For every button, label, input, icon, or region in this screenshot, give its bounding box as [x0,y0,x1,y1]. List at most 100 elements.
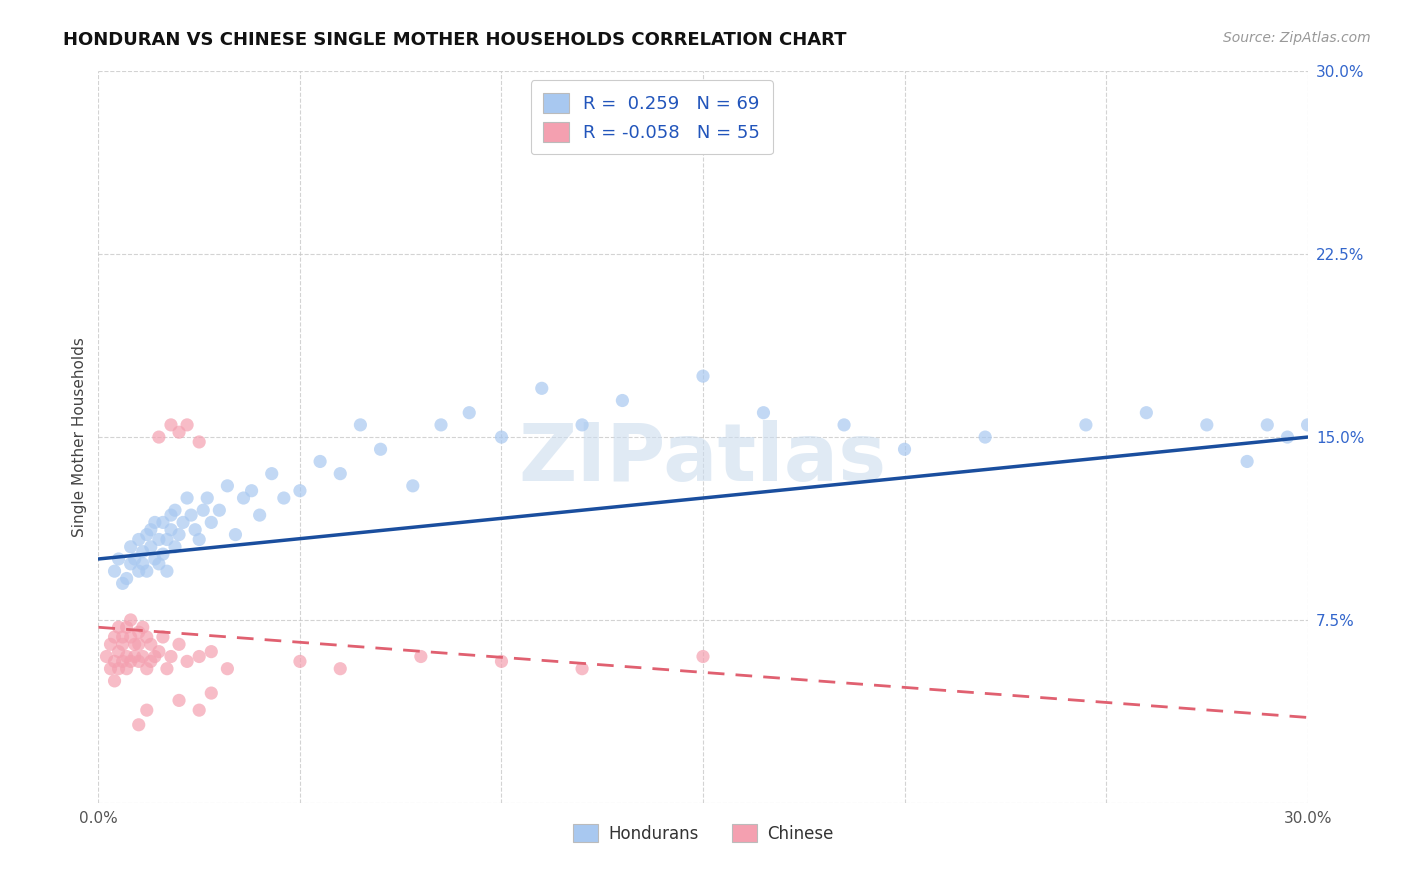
Point [176,654,198,668]
Point [132,544,155,558]
Point [288,483,311,498]
Point [148,557,170,571]
Point [224,527,246,541]
Point [163,503,186,517]
Point [188,703,211,717]
Point [128,625,150,640]
Point [115,649,138,664]
Point [631,88,654,103]
Point [160,417,183,432]
Point [409,649,432,664]
Point [692,649,714,664]
Point [148,533,170,547]
Point [1277,430,1299,444]
Point [172,516,194,530]
Point [107,620,129,634]
Point [458,406,481,420]
Point [135,630,157,644]
Point [103,654,125,668]
Point [176,417,198,432]
Point [188,533,211,547]
Point [288,654,311,668]
Text: ZIPatlas: ZIPatlas [519,420,887,498]
Point [128,637,150,651]
Point [188,649,211,664]
Point [120,540,142,554]
Point [249,508,271,522]
Point [152,547,174,561]
Point [111,637,134,651]
Point [349,417,371,432]
Point [135,527,157,541]
Point [195,491,218,505]
Point [156,533,179,547]
Point [1236,454,1258,468]
Point [188,434,211,449]
Point [96,649,118,664]
Point [139,637,162,651]
Point [832,417,855,432]
Point [160,508,183,522]
Point [612,393,634,408]
Point [135,703,157,717]
Point [148,430,170,444]
Point [491,654,513,668]
Point [103,673,125,688]
Point [115,662,138,676]
Point [180,508,202,522]
Point [128,718,150,732]
Point [107,645,129,659]
Point [1296,417,1319,432]
Y-axis label: Single Mother Households: Single Mother Households [72,337,87,537]
Point [124,649,146,664]
Point [240,483,263,498]
Point [156,564,179,578]
Point [1074,417,1097,432]
Point [120,613,142,627]
Point [128,533,150,547]
Point [370,442,392,457]
Point [128,654,150,668]
Point [232,491,254,505]
Point [402,479,425,493]
Point [1256,417,1278,432]
Point [1135,406,1157,420]
Point [156,662,179,676]
Point [184,523,207,537]
Point [115,620,138,634]
Point [135,662,157,676]
Point [200,645,222,659]
Point [167,693,190,707]
Point [135,564,157,578]
Point [152,516,174,530]
Point [120,557,142,571]
Point [143,552,166,566]
Point [143,516,166,530]
Point [111,654,134,668]
Point [571,417,593,432]
Point [491,430,513,444]
Point [103,630,125,644]
Point [167,527,190,541]
Point [752,406,775,420]
Point [139,523,162,537]
Point [139,654,162,668]
Point [103,564,125,578]
Point [167,637,190,651]
Point [107,552,129,566]
Point [160,523,183,537]
Point [260,467,283,481]
Point [1195,417,1218,432]
Point [148,645,170,659]
Point [329,662,352,676]
Point [152,630,174,644]
Point [217,662,239,676]
Point [120,630,142,644]
Point [124,637,146,651]
Point [139,540,162,554]
Point [128,564,150,578]
Point [176,491,198,505]
Point [107,662,129,676]
Point [217,479,239,493]
Text: Source: ZipAtlas.com: Source: ZipAtlas.com [1223,31,1371,45]
